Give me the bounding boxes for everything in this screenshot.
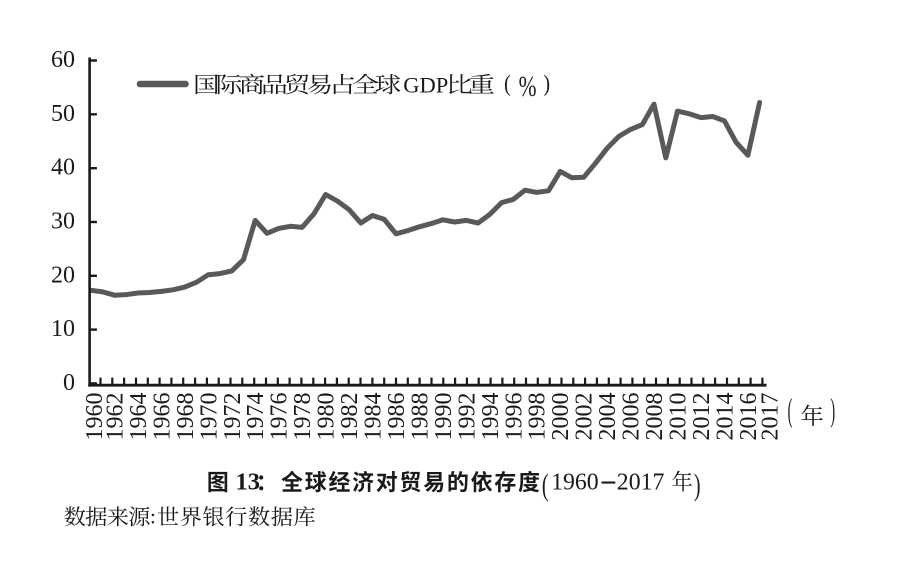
svg-text:%: % [519, 69, 537, 102]
svg-text:2017: 2017 [758, 393, 784, 441]
svg-text:1998: 1998 [525, 393, 551, 441]
svg-text:(: ( [504, 70, 511, 96]
svg-text:1996: 1996 [501, 393, 527, 441]
svg-text:1978: 1978 [290, 393, 316, 441]
svg-text:): ) [694, 468, 701, 502]
svg-text:2002: 2002 [572, 393, 598, 441]
svg-text:1960: 1960 [82, 393, 108, 441]
svg-text:10: 10 [51, 316, 75, 342]
svg-text:2012: 2012 [689, 393, 715, 441]
svg-text:1972: 1972 [220, 393, 246, 441]
svg-text:1960: 1960 [551, 469, 599, 495]
svg-text:): ) [830, 394, 835, 429]
svg-text:(: ( [788, 394, 793, 429]
svg-text:2006: 2006 [619, 393, 645, 441]
svg-text:2008: 2008 [642, 393, 668, 441]
svg-text:50: 50 [51, 101, 75, 127]
svg-text:20: 20 [51, 262, 75, 288]
svg-text:1970: 1970 [196, 393, 222, 441]
svg-text:GDP: GDP [403, 72, 448, 97]
svg-text:1962: 1962 [103, 393, 129, 441]
svg-text:1988: 1988 [407, 393, 433, 441]
svg-text:1968: 1968 [173, 393, 199, 441]
svg-text:2000: 2000 [548, 393, 574, 441]
svg-text:13: 13 [236, 468, 261, 495]
svg-text:2004: 2004 [595, 393, 621, 441]
svg-text:2014: 2014 [712, 393, 738, 441]
svg-text:2016: 2016 [736, 393, 762, 441]
svg-text:1982: 1982 [337, 393, 363, 441]
svg-text:2017: 2017 [617, 469, 665, 495]
svg-text:1986: 1986 [384, 393, 410, 441]
svg-text:1966: 1966 [149, 393, 175, 441]
svg-text:1992: 1992 [454, 393, 480, 441]
svg-text:60: 60 [51, 47, 75, 73]
svg-text:): ) [544, 70, 551, 96]
svg-text:2010: 2010 [666, 393, 692, 441]
svg-text:30: 30 [51, 209, 75, 235]
svg-text:1984: 1984 [361, 393, 387, 441]
svg-text::: : [150, 505, 156, 529]
svg-text:1964: 1964 [126, 393, 152, 441]
svg-text:1976: 1976 [267, 393, 293, 441]
svg-text:1994: 1994 [478, 393, 504, 441]
svg-text:40: 40 [51, 155, 75, 181]
svg-text:0: 0 [63, 370, 75, 396]
svg-text:1974: 1974 [243, 393, 269, 441]
svg-text:1990: 1990 [431, 393, 457, 441]
svg-text:1980: 1980 [314, 393, 340, 441]
svg-text:(: ( [542, 468, 549, 502]
